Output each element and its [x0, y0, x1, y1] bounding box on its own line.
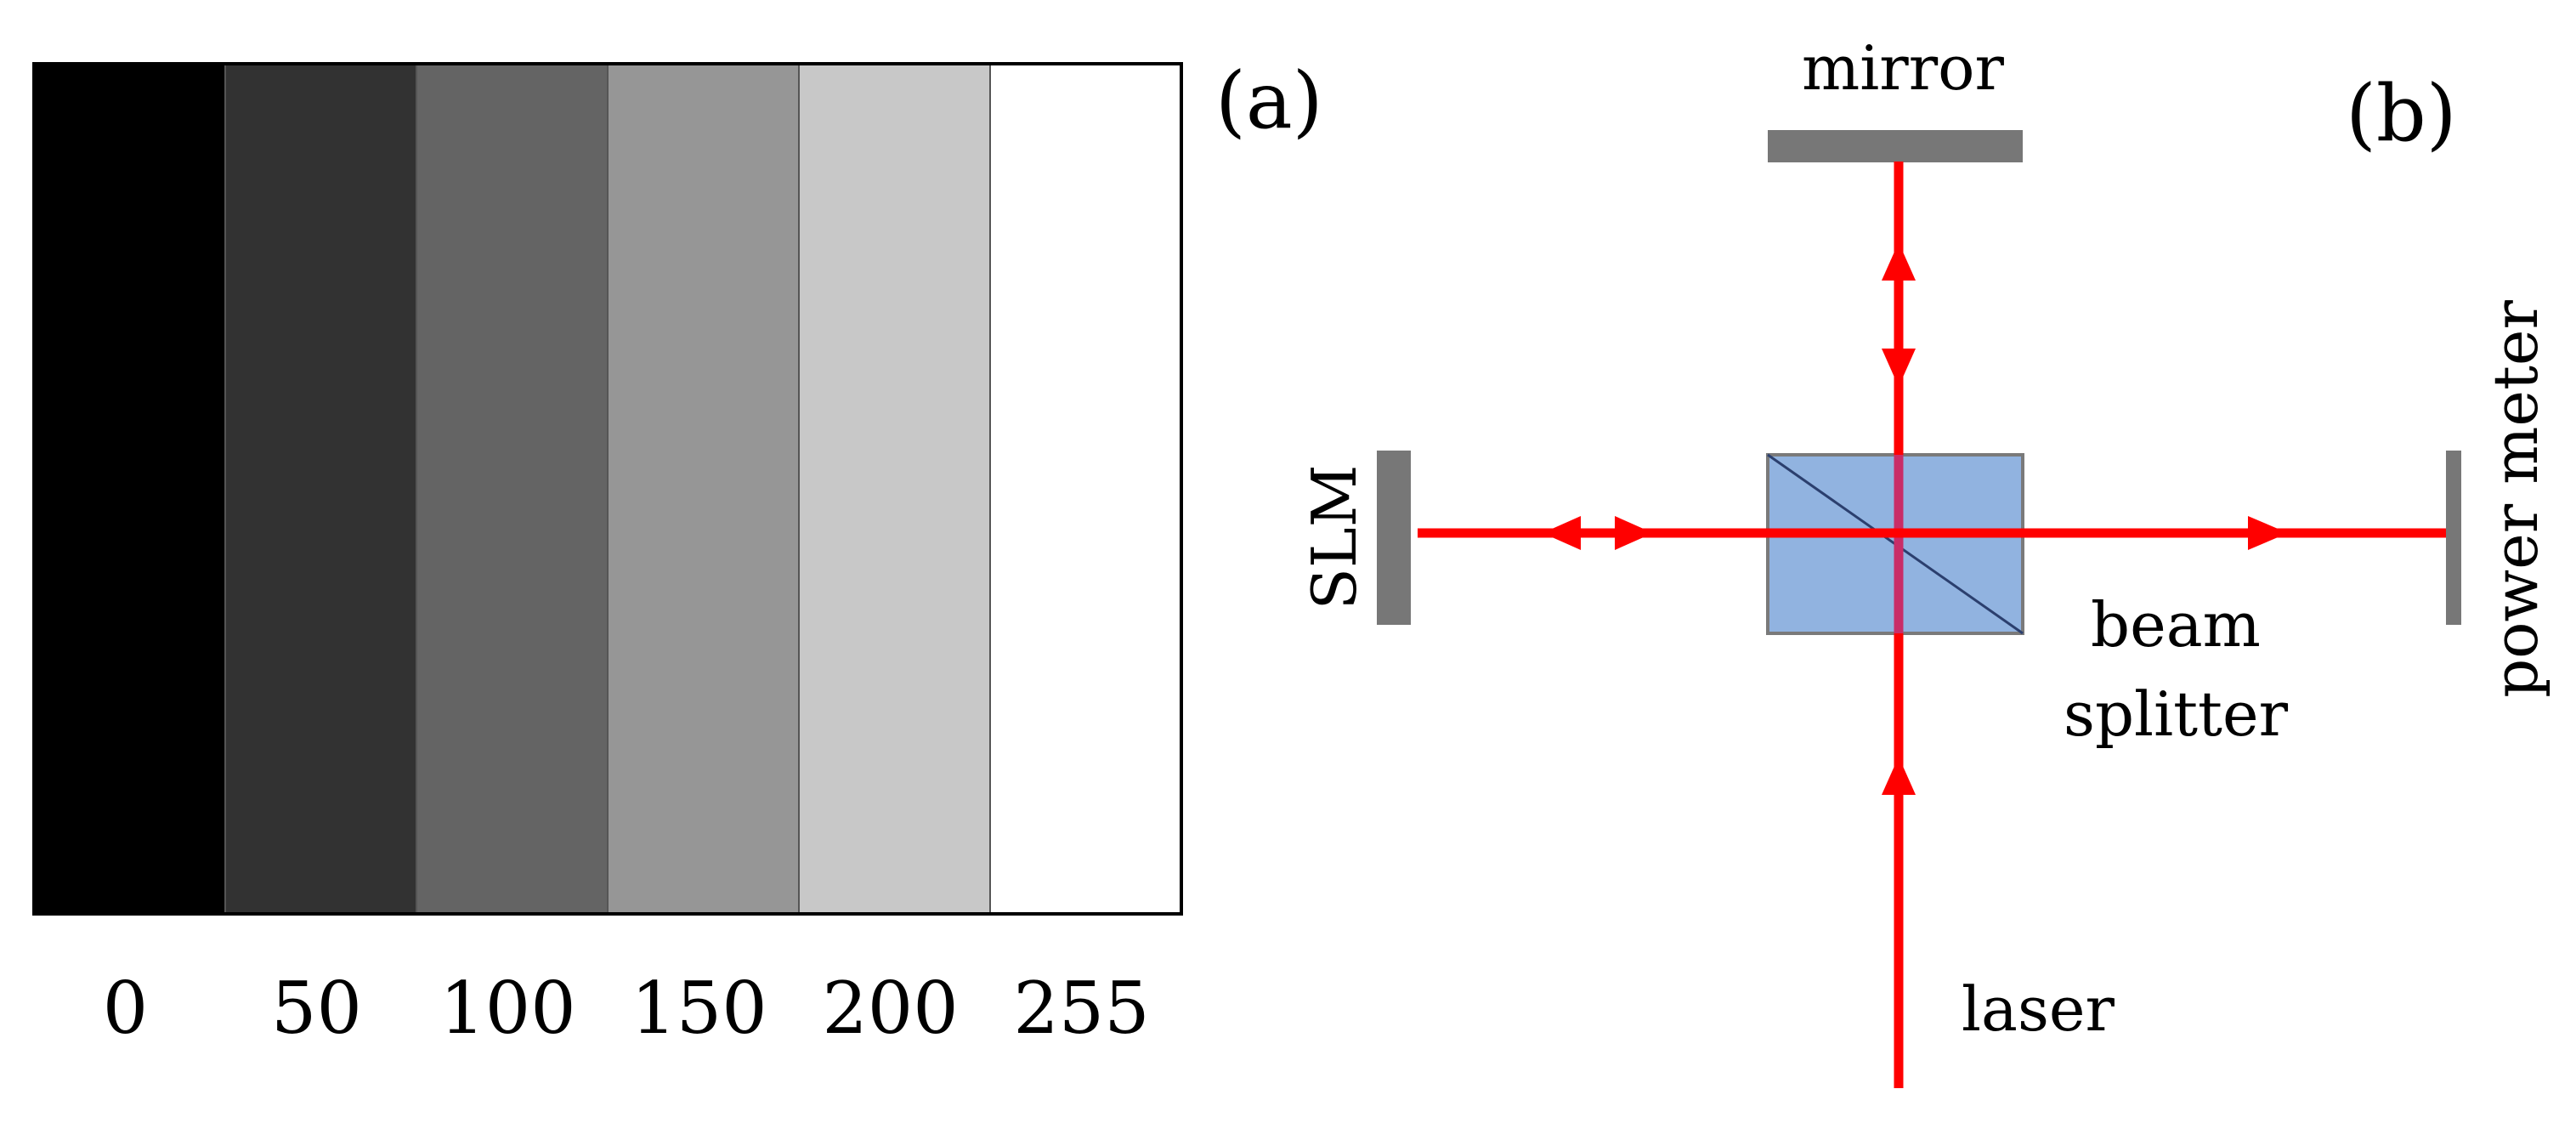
grayscale-strip-border [32, 62, 1183, 916]
mirror [1768, 130, 2023, 162]
mirror-label: mirror [1802, 32, 2004, 104]
grayscale-bar-50 [224, 63, 417, 915]
grayscale-value-label-150: 150 [631, 967, 767, 1050]
grayscale-bar-255 [989, 63, 1182, 915]
grayscale-value-label-100: 100 [439, 967, 575, 1050]
panel-a-label: (a) [1215, 55, 1323, 146]
grayscale-bar-150 [607, 63, 800, 915]
panel-b-label: (b) [2346, 68, 2457, 159]
grayscale-value-label-200: 200 [822, 967, 958, 1050]
arrow-left-to-slm [1543, 516, 1581, 550]
grayscale-bar-100 [416, 63, 609, 915]
arrow-down-from-mirror [1882, 349, 1916, 387]
beam-splitter-label-line2: splitter [2064, 678, 2289, 750]
grayscale-value-labels: 0 50 100 150 200 255 [103, 967, 1150, 1050]
power-meter-label: power meter [2480, 300, 2551, 698]
grayscale-value-label-0: 0 [103, 967, 148, 1050]
arrow-right-to-power-meter [2248, 516, 2288, 550]
arrow-up-from-laser [1882, 757, 1916, 795]
grayscale-bar-200 [798, 63, 991, 915]
arrow-right-from-slm [1615, 516, 1653, 550]
grayscale-bars [33, 63, 1182, 915]
slm-label: SLM [1299, 465, 1370, 610]
power-meter [2446, 451, 2461, 625]
slm [1377, 451, 1411, 625]
panel-b: (b) mirror SLM power meter beam splitter [1299, 32, 2551, 1088]
beam-splitter-label-line1: beam [2091, 589, 2261, 661]
laser-beams [1418, 162, 2446, 1088]
laser-label: laser [1962, 973, 2115, 1045]
arrow-up-to-mirror [1882, 242, 1916, 281]
panel-a: 0 50 100 150 200 255 (a) [32, 55, 1323, 1050]
grayscale-value-label-50: 50 [271, 967, 362, 1050]
grayscale-bar-0 [33, 63, 226, 915]
grayscale-value-label-255: 255 [1013, 967, 1149, 1050]
